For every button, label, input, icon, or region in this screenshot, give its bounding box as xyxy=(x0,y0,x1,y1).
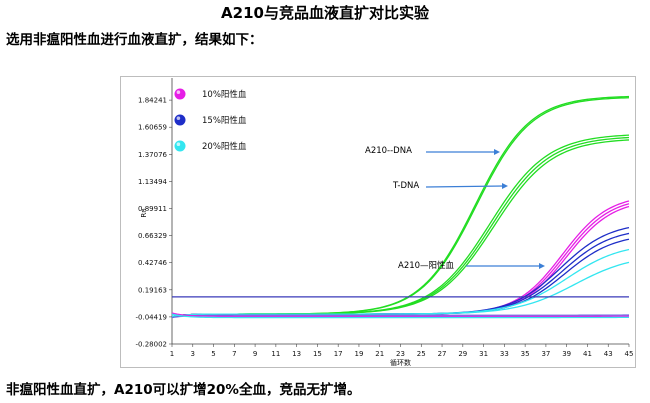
y-tick-label: 1.13494 xyxy=(138,178,167,186)
x-tick-label: 43 xyxy=(604,350,613,358)
x-tick-label: 5 xyxy=(211,350,215,358)
x-tick-label: 9 xyxy=(253,350,257,358)
legend-swatch-highlight xyxy=(176,90,181,94)
x-tick-label: 23 xyxy=(396,350,405,358)
x-tick-label: 39 xyxy=(562,350,571,358)
annotation-label: T-DNA xyxy=(392,181,419,191)
x-tick-label: 1 xyxy=(170,350,174,358)
y-tick-label: 0.66329 xyxy=(138,232,167,240)
x-tick-label: 37 xyxy=(541,350,550,358)
annotation-arrowhead xyxy=(494,149,500,155)
series-line xyxy=(171,232,630,318)
series-line xyxy=(171,314,630,319)
x-tick-label: 29 xyxy=(458,350,467,358)
annotation-arrowhead xyxy=(539,263,545,269)
page-title: A210与竞品血液直扩对比实验 xyxy=(221,4,429,22)
legend-label: 20%阳性血 xyxy=(202,141,247,152)
y-axis-label: Rn xyxy=(140,208,148,217)
y-tick-label: 0.19163 xyxy=(138,286,167,294)
series-line xyxy=(171,200,630,318)
series-line xyxy=(171,312,630,318)
series-line xyxy=(171,136,630,318)
series-line xyxy=(171,139,630,318)
y-tick-label: 1.84241 xyxy=(138,97,167,105)
y-tick-label: 0.89911 xyxy=(138,205,167,213)
x-tick-label: 27 xyxy=(438,350,447,358)
annotation-arrow xyxy=(425,185,505,188)
series-line xyxy=(171,97,630,318)
legend-swatch-highlight xyxy=(176,142,181,146)
x-tick-label: 17 xyxy=(334,350,343,358)
legend-swatch-highlight xyxy=(176,116,181,120)
series-line xyxy=(171,95,630,318)
legend-swatch xyxy=(174,114,186,126)
y-tick-label: 0.42746 xyxy=(138,259,167,267)
annotation-label: A210--DNA xyxy=(365,146,412,156)
y-tick-label: -0.28002 xyxy=(136,341,167,349)
x-tick-label: 25 xyxy=(417,350,426,358)
annotation-label: A210—阳性血 xyxy=(398,260,455,271)
y-tick-label: 1.37076 xyxy=(138,151,167,159)
y-tick-label: 1.60659 xyxy=(138,124,167,132)
x-tick-label: 13 xyxy=(292,350,301,358)
x-tick-label: 19 xyxy=(354,350,363,358)
annotation-arrowhead xyxy=(502,183,508,189)
intro-text: 选用非瘟阳性血进行血液直扩，结果如下： xyxy=(6,32,263,48)
x-tick-label: 31 xyxy=(479,350,488,358)
x-tick-label: 35 xyxy=(521,350,530,358)
conclusion-text: 非瘟阳性血直扩，A210可以扩增20%全血，竞品无扩增。 xyxy=(6,382,361,398)
x-tick-label: 33 xyxy=(500,350,509,358)
x-tick-label: 3 xyxy=(191,350,195,358)
x-tick-label: 11 xyxy=(271,350,280,358)
x-tick-label: 41 xyxy=(583,350,592,358)
x-tick-label: 21 xyxy=(375,350,384,358)
y-tick-label: -0.04419 xyxy=(136,313,167,321)
series-line xyxy=(171,261,630,318)
x-tick-label: 15 xyxy=(313,350,322,358)
legend-swatch xyxy=(174,140,186,152)
legend-label: 10%阳性血 xyxy=(202,89,247,100)
series-line xyxy=(171,313,630,319)
series-line xyxy=(171,134,630,318)
x-axis-label: 循环数 xyxy=(390,358,411,367)
x-tick-label: 7 xyxy=(232,350,236,358)
series-line xyxy=(171,238,630,318)
legend-label: 15%阳性血 xyxy=(202,115,247,126)
legend-swatch xyxy=(174,88,186,100)
x-tick-label: 45 xyxy=(625,350,634,358)
chart-frame xyxy=(120,76,636,368)
